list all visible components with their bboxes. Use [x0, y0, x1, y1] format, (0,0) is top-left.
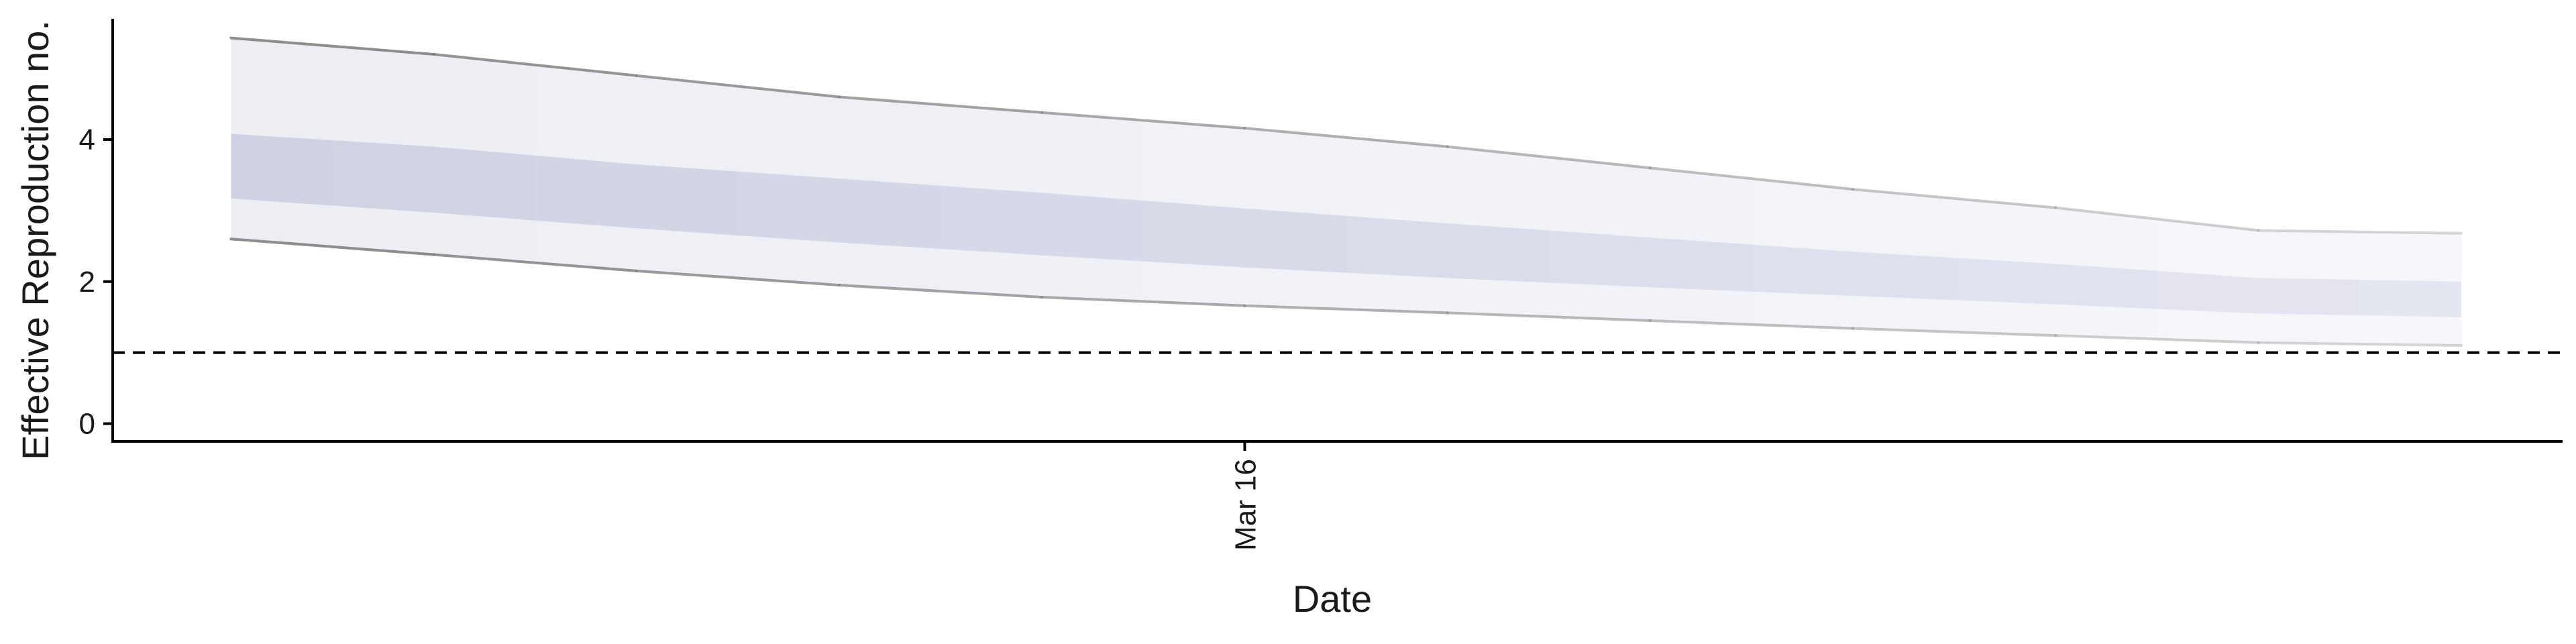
outer-upper-line-segment [635, 74, 841, 99]
inner-band-segment [2359, 280, 2461, 317]
outer-upper-line-segment [2257, 229, 2463, 235]
outer-upper-line-segment [432, 52, 638, 77]
outer-band-segment [2359, 231, 2461, 346]
outer-upper-line-segment [1243, 127, 1449, 148]
outer-band-segment [231, 38, 333, 247]
x-axis-label: Date [1293, 578, 1372, 620]
inner-band-segment [1143, 201, 1346, 273]
outer-lower-line-segment [432, 253, 638, 272]
outer-lower-line-segment [1243, 304, 1449, 315]
inner-band-segment [231, 133, 333, 206]
outer-upper-line-segment [2054, 206, 2260, 232]
outer-lower-line-segment [229, 237, 435, 256]
outer-upper-line-segment [1040, 111, 1246, 130]
inner-band-segment [941, 185, 1144, 262]
outer-upper-line-segment [1851, 188, 2057, 209]
inner-band-segment [737, 171, 941, 250]
y-tick-label: 0 [79, 408, 95, 441]
outer-lower-line-segment [1446, 311, 1652, 322]
x-axis-ticks: Mar 16 [1229, 441, 1262, 551]
outer-band-segment [1143, 120, 1346, 310]
y-tick-label: 4 [79, 123, 95, 156]
outer-upper-line-segment [838, 95, 1044, 114]
outer-lower-line-segment [1040, 296, 1246, 307]
inner-band-segment [2157, 270, 2360, 316]
outer-band-segment [941, 105, 1144, 302]
outer-band-segment [1752, 178, 1955, 332]
outer-band-segment [535, 64, 738, 278]
outer-lower-line-segment [1648, 319, 1855, 330]
outer-band-segment [737, 86, 941, 292]
y-axis-ticks: 0 2 4 [79, 123, 113, 441]
confidence-bands [231, 38, 2461, 346]
inner-band-segment [1346, 215, 1549, 283]
outer-band-segment [2157, 219, 2360, 344]
interval-lines [229, 36, 2463, 347]
inner-band-segment [332, 140, 535, 221]
inner-band-segment [1548, 230, 1752, 292]
y-axis-label: Effective Reproduction no. [14, 20, 56, 460]
inner-band-segment [1954, 258, 2157, 309]
x-tick-label: Mar 16 [1229, 459, 1262, 551]
outer-band-segment [1548, 157, 1752, 325]
outer-lower-line-segment [2257, 341, 2463, 347]
outer-upper-line-segment [1648, 166, 1855, 191]
outer-lower-line-segment [838, 284, 1044, 299]
inner-band-segment [535, 155, 738, 235]
outer-band-segment [1346, 137, 1549, 317]
outer-upper-line-segment [1446, 145, 1652, 170]
outer-upper-line-segment [229, 36, 435, 56]
inner-band-segment [1752, 244, 1955, 301]
y-tick-label: 2 [79, 266, 95, 299]
outer-band-segment [1954, 198, 2157, 339]
outer-lower-line-segment [2054, 334, 2260, 344]
outer-band-segment [332, 46, 535, 263]
outer-lower-line-segment [1851, 327, 2057, 337]
outer-lower-line-segment [635, 269, 841, 287]
